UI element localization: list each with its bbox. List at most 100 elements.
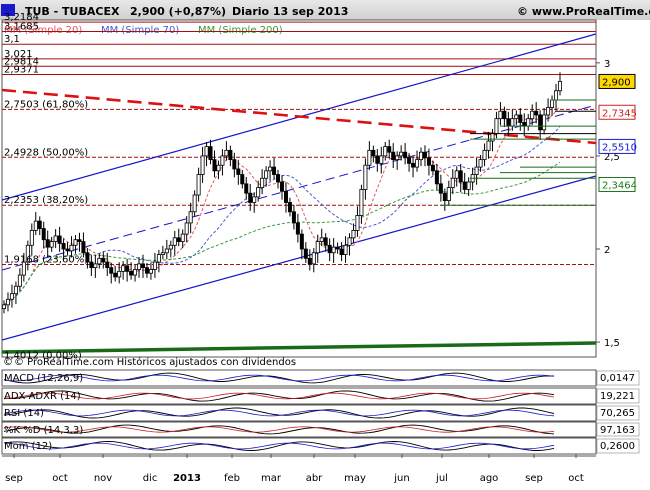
price-tag-label: 2,5510 (602, 142, 637, 153)
price-tag-label: 2,3464 (602, 181, 637, 192)
candle-body (422, 151, 427, 159)
candle-body (530, 110, 535, 120)
price-tag-box (598, 73, 636, 89)
candle-body (109, 267, 114, 274)
candle-body (156, 254, 161, 263)
x-tick-label: may (344, 473, 366, 484)
fib-label: 3,2184 (4, 12, 39, 23)
candle-body (291, 211, 296, 224)
candle-body (558, 81, 563, 92)
candle-body (5, 298, 10, 306)
candle-body (33, 220, 38, 231)
candle-body (148, 269, 153, 274)
candle-body (446, 187, 451, 202)
candle-body (180, 233, 185, 242)
ma-legend: MM (Simple 20) MM (Simple 70) MM (Simple 2… (4, 25, 283, 36)
candle-body (2, 304, 7, 309)
indicator-label: ADX ADXR (14) (4, 391, 81, 402)
candle-body (208, 146, 213, 161)
legend-item: MM (Simple 20) (4, 25, 82, 36)
candle-body (81, 241, 86, 254)
y-axis: 3 2,5 2 1,5 (596, 59, 620, 349)
candle-body (279, 181, 284, 192)
indicator-line (3, 441, 555, 451)
indicator-value-box (596, 405, 640, 421)
x-tick-label: ago (480, 473, 499, 484)
instrument-icon[interactable] (1, 4, 15, 16)
candle-body (244, 183, 249, 194)
candle-body (438, 183, 443, 194)
candle-body (276, 174, 281, 183)
candle-body (383, 146, 388, 157)
candle-body (430, 164, 435, 172)
price-tag-label: 2,900 (602, 77, 631, 88)
resistance-dashed (2, 88, 596, 145)
candle-body (9, 293, 14, 300)
y-tick-label: 2,5 (604, 152, 620, 163)
candle-body (220, 155, 225, 166)
candle-body (117, 270, 122, 278)
candle-body (403, 151, 408, 159)
candle-body (502, 110, 507, 120)
fib-label: 2,4928 (50,00%) (4, 147, 88, 158)
candle-body (37, 220, 42, 229)
copyright-symbol: © (3, 357, 13, 368)
x-tick-label: oct (52, 473, 68, 484)
candle-body (224, 149, 229, 157)
ma-simple-200 (3, 161, 561, 306)
candle-body (375, 155, 380, 164)
indicator-value-box (596, 422, 640, 437)
candle-body (236, 168, 241, 175)
indicator-signal (3, 392, 555, 400)
fib-label: 2,2353 (38,20%) (4, 195, 88, 206)
indicator-signal (3, 426, 555, 433)
candle-body (101, 257, 106, 263)
candle-body (283, 190, 288, 203)
website-label[interactable]: © www.ProRealTime.com (517, 5, 650, 18)
candle-body (232, 159, 237, 170)
candle-body (482, 149, 487, 161)
fib-label: 3,1685 (4, 21, 39, 32)
candle-body (339, 248, 344, 255)
x-tick-label: abr (306, 473, 323, 484)
indicator-panel (1, 387, 597, 405)
x-tick-label: jul (435, 473, 448, 484)
candle-body (331, 246, 336, 254)
indicator-value-box (596, 370, 640, 386)
candle-body (387, 146, 392, 153)
candle-body (133, 269, 138, 276)
candle-body (498, 110, 503, 120)
candle-body (522, 122, 527, 127)
candle-body (343, 244, 348, 255)
candle-body (554, 90, 559, 101)
candle-body (462, 181, 467, 190)
price-tag-box (598, 138, 636, 154)
candle-body (510, 118, 515, 127)
candle-body (458, 170, 463, 183)
x-tick-label: sep (525, 473, 543, 484)
x-tick-label: sep (5, 473, 23, 484)
x-tick-label: dic (143, 473, 158, 484)
x-tick-label: nov (94, 473, 112, 484)
x-tick-label: oct (568, 473, 584, 484)
indicator-signal (3, 409, 555, 417)
candle-body (21, 261, 26, 276)
period-date: Diario 13 sep 2013 (232, 5, 348, 18)
candle-body (17, 274, 22, 287)
price-tag-box (598, 104, 636, 120)
x-axis: sep oct nov dic 2013 feb mar abr may jun jul ago sep… (2, 454, 596, 484)
indicator-value: 97,163 (600, 425, 635, 436)
candle-body (434, 170, 439, 185)
indicator-panel (1, 404, 597, 422)
x-tick-label: 2013 (173, 473, 201, 484)
candle-body (53, 235, 58, 242)
candle-body (260, 177, 265, 188)
indicator-value: 19,221 (600, 391, 635, 402)
candle-body (371, 149, 376, 157)
candle-body (192, 194, 197, 213)
candle-body (140, 263, 145, 269)
y-tick-label: 1,5 (604, 338, 620, 349)
candle-body (45, 239, 50, 248)
fib-label: 3,021 (4, 49, 33, 60)
